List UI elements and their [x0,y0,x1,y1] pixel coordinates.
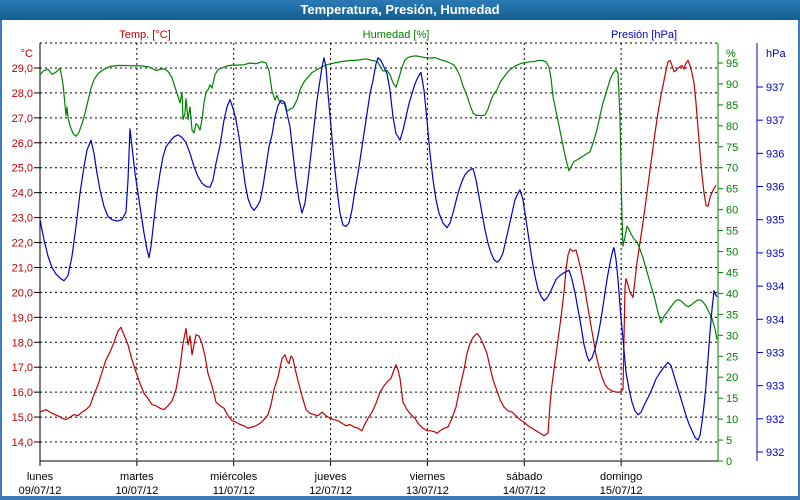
day-name-label: sábado [506,471,542,483]
window-border-left [0,20,2,500]
pressure-axis-tick-label: 932 [766,447,784,459]
humidity-axis-tick-label: 30 [726,330,738,342]
humidity-axis-tick-label: 75 [726,142,738,154]
temp-axis-tick-label: 14,0 [12,437,33,449]
window-title: Temperatura, Presión, Humedad [300,2,500,17]
day-name-label: lunes [27,471,54,483]
humidity-axis-tick-label: 55 [726,226,738,238]
day-date-label: 12/07/12 [309,485,352,497]
temp-axis-tick-label: 29,0 [12,63,33,75]
day-name-label: martes [120,471,154,483]
title-bar: Temperatura, Presión, Humedad [0,0,800,20]
temp-axis-tick-label: 24,0 [12,188,33,200]
temp-axis-tick-label: 18,0 [12,337,33,349]
day-date-label: 11/07/12 [213,485,255,497]
humidity-axis-tick-label: 45 [726,267,738,279]
temp-axis-tick-label: 28,0 [12,88,33,100]
day-date-label: 09/07/12 [19,485,62,497]
day-name-label: jueves [314,471,347,483]
humidity-axis-tick-label: 15 [726,393,738,405]
humidity-axis-tick-label: 90 [726,79,738,91]
humidity-axis-unit-label: % [726,48,736,60]
humidity-axis-tick-label: 5 [726,435,732,447]
temp-axis-tick-label: 16,0 [12,387,33,399]
pressure-axis-tick-label: 934 [766,314,784,326]
pressure-axis-tick-label: 937 [766,82,784,94]
pressure-axis-tick-label: 936 [766,148,784,160]
pressure-axis-tick-label: 935 [766,248,784,260]
temp-axis-tick-label: 19,0 [12,312,33,324]
pressure-axis-tick-label: 934 [766,281,784,293]
legend-pressure-label: Presión [hPa] [610,29,678,41]
humidity-axis-tick-label: 35 [726,309,738,321]
day-date-label: 14/07/12 [503,485,546,497]
pressure-axis-tick-label: 932 [766,414,784,426]
temp-axis-tick-label: 15,0 [12,412,33,424]
humidity-axis-tick-label: 65 [726,184,738,196]
temp-axis-tick-label: 20,0 [12,287,33,299]
pressure-axis-tick-label: 935 [766,215,784,227]
window-border-bottom [0,496,800,500]
day-date-label: 15/07/12 [600,485,643,497]
temp-axis-tick-label: 23,0 [12,213,33,225]
pressure-axis-unit-label: hPa [766,48,786,60]
day-name-label: viernes [410,471,446,483]
day-date-label: 13/07/12 [406,485,449,497]
temp-axis-tick-label: 22,0 [12,238,33,250]
temp-axis-tick-label: 27,0 [12,113,33,125]
legend-humidity-label: Humedad [%] [362,29,430,41]
pressure-axis-tick-label: 933 [766,347,784,359]
humidity-axis-tick-label: 70 [726,163,738,175]
window-border-right [798,20,800,500]
temp-axis-tick-label: 25,0 [12,163,33,175]
humidity-axis-tick-label: 0 [726,456,732,468]
humidity-axis-tick-label: 40 [726,288,738,300]
temp-axis-tick-label: 26,0 [12,138,33,150]
humidity-axis-tick-label: 20 [726,372,738,384]
day-date-label: 10/07/12 [115,485,158,497]
temp-axis-unit-label: °C [21,48,33,60]
humidity-axis-tick-label: 85 [726,100,738,112]
humidity-axis-tick-label: 80 [726,121,738,133]
legend-temp-label: Temp. [°C] [119,29,171,41]
humidity-axis-tick-label: 10 [726,414,738,426]
day-name-label: domingo [600,471,642,483]
temp-axis-tick-label: 17,0 [12,362,33,374]
temp-axis-tick-label: 21,0 [12,262,33,274]
pressure-line [39,57,718,441]
pressure-axis-tick-label: 937 [766,115,784,127]
pressure-axis-tick-label: 936 [766,182,784,194]
day-name-label: miércoles [210,471,258,483]
humidity-axis-tick-label: 60 [726,205,738,217]
pressure-axis-tick-label: 933 [766,381,784,393]
humidity-axis-tick-label: 95 [726,58,738,70]
temperature-line [39,59,717,437]
humidity-line [39,55,718,340]
humidity-axis-tick-label: 50 [726,247,738,259]
humidity-axis-tick-label: 25 [726,351,738,363]
